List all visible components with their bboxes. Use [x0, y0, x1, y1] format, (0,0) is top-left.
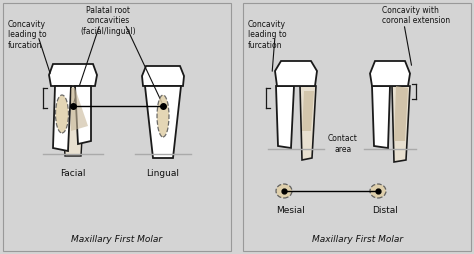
FancyBboxPatch shape: [243, 3, 471, 251]
Ellipse shape: [55, 95, 69, 133]
Polygon shape: [370, 61, 410, 86]
Text: Mesial: Mesial: [277, 206, 305, 215]
Polygon shape: [392, 86, 410, 162]
Text: Concavity
leading to
furcation: Concavity leading to furcation: [8, 20, 46, 50]
Text: Maxillary First Molar: Maxillary First Molar: [72, 235, 163, 244]
Polygon shape: [142, 66, 184, 86]
Text: Palatal root
concavities
(facial/lingual): Palatal root concavities (facial/lingual…: [80, 6, 136, 36]
Polygon shape: [53, 86, 71, 151]
Text: Lingual: Lingual: [146, 169, 180, 178]
Polygon shape: [145, 86, 181, 158]
Ellipse shape: [276, 184, 292, 198]
Text: Facial: Facial: [60, 169, 86, 178]
Polygon shape: [61, 86, 85, 156]
Polygon shape: [275, 61, 317, 86]
Polygon shape: [300, 86, 316, 160]
Text: Concavity
leading to
furcation: Concavity leading to furcation: [248, 20, 287, 50]
Ellipse shape: [157, 95, 169, 137]
Text: Contact
area: Contact area: [328, 134, 358, 154]
Polygon shape: [302, 91, 314, 131]
Text: Concavity with
coronal extension: Concavity with coronal extension: [382, 6, 450, 25]
Polygon shape: [276, 86, 294, 148]
Polygon shape: [372, 86, 390, 148]
FancyBboxPatch shape: [3, 3, 231, 251]
Polygon shape: [49, 64, 97, 86]
Polygon shape: [75, 86, 91, 144]
Text: Distal: Distal: [372, 206, 398, 215]
Ellipse shape: [370, 184, 386, 198]
Polygon shape: [71, 88, 88, 131]
Polygon shape: [394, 86, 408, 141]
Text: Maxillary First Molar: Maxillary First Molar: [312, 235, 403, 244]
